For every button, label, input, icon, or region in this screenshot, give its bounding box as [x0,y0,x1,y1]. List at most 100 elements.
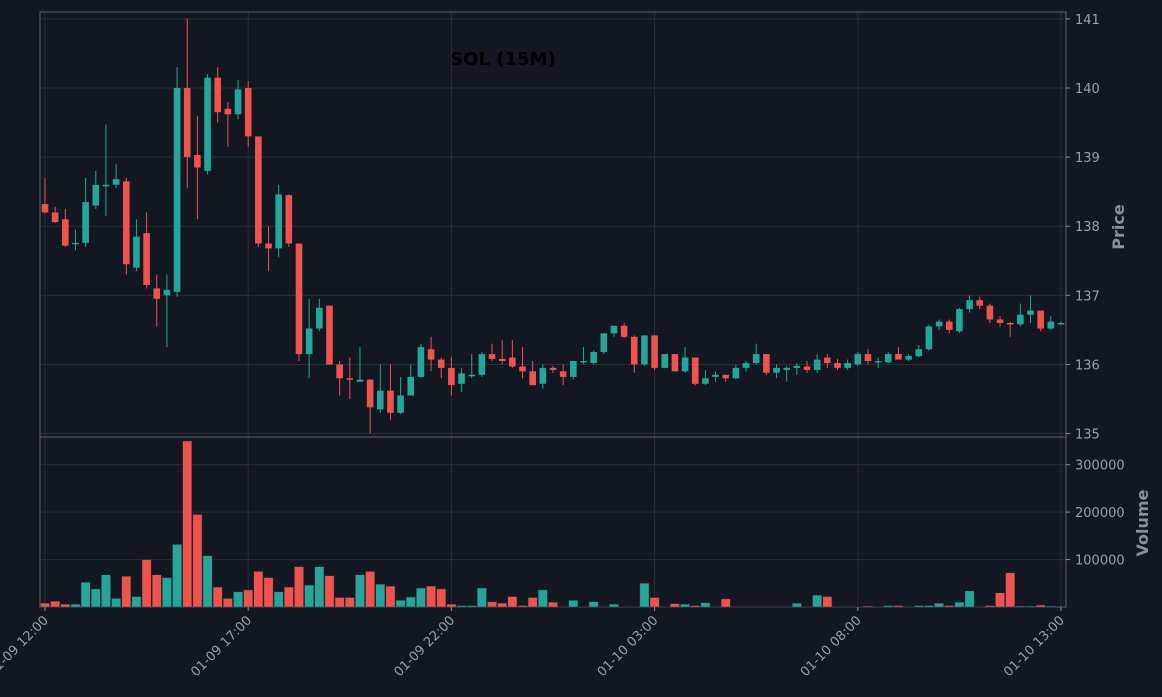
candle-body [519,366,526,372]
volume-bar [802,606,812,608]
x-tick-label: 01-09 12:00 [0,613,52,680]
candle-body [630,336,638,365]
candle-body [143,233,150,285]
volume-bar [426,585,436,608]
candle-body [570,360,577,377]
volume-bar [436,588,447,608]
volume-bar [842,606,853,608]
candle-body [41,204,49,213]
volume-bar [405,596,416,608]
price-tick-label: 141 [1075,13,1100,28]
volume-bar [355,574,365,608]
volume-bar [101,574,111,608]
volume-bar [588,601,599,608]
volume-axis: 100000 200000 300000 [1066,459,1125,569]
candle-body [305,328,313,355]
volume-bar [172,544,182,608]
volume-bar [558,606,569,608]
price-axis: 135 136 137 138 139 140 141 [1066,13,1100,443]
volume-bar [507,596,518,608]
volume-bar [761,606,772,608]
volume-bar [598,606,609,608]
candle-body [610,325,618,334]
candle-body [803,366,811,370]
volume-bar [1025,605,1036,608]
volume-bar [964,590,975,608]
volume-bar [202,555,213,608]
candle-body [884,354,892,363]
candle-body [72,242,79,245]
candle-body [620,325,628,337]
candle-body [356,379,364,382]
candle-body [316,307,323,329]
volume-bar [863,605,873,608]
candle-body [407,376,415,396]
volume-bar [852,606,863,608]
volume-bar [40,602,50,608]
candle-body [62,219,69,246]
volume-bar [446,603,457,608]
candle-body [498,358,506,361]
volume-bar [659,606,670,608]
volume-bar [578,606,589,608]
volume-bar [477,587,487,608]
volume-bar [568,600,579,608]
candle-body [824,357,831,364]
candle-body [905,356,912,360]
candle-body [1057,322,1065,325]
candle-body [681,357,689,372]
volume-bar [90,588,101,608]
volume-bar [111,598,121,608]
candle-body [112,179,120,185]
candle-body [691,357,699,384]
candle-body [376,390,384,410]
candle-body [773,367,780,373]
volume-bar [192,514,203,608]
candle-body [539,367,547,384]
price-tick-label: 135 [1075,428,1100,443]
price-tick-label: 136 [1075,358,1100,373]
volume-bar [639,583,650,608]
candle-body [204,77,211,171]
volume-bar [263,577,274,608]
volume-bar [791,602,802,608]
volume-bar [50,601,61,608]
candle-body [387,390,394,413]
candle-body [854,354,862,365]
candle-body [468,374,476,377]
volume-bar [385,585,396,608]
volume-bar [304,584,315,608]
price-tick-label: 139 [1075,151,1100,166]
candle-body [813,359,821,370]
volume-bar [649,597,660,608]
volume-bar [1045,605,1056,608]
candle-body [122,181,130,265]
volume-bar [629,606,640,608]
candle-body [752,354,760,364]
candle-body [275,194,282,249]
candle-body [427,349,435,360]
candle-body [915,349,923,357]
volume-bar [375,583,386,608]
candle-body [244,88,252,137]
candle-body [437,359,445,368]
candle-body [92,184,100,206]
candle-body [559,371,567,377]
candle-body [783,367,790,370]
candle-body [163,289,171,296]
candle-body [133,236,140,268]
volume-bar [223,598,233,608]
candle-body [214,77,222,113]
candle-body [945,321,953,330]
candle-body [285,195,293,244]
volume-bar [334,597,345,608]
candle-body [895,354,902,360]
candle-body [996,319,1004,323]
volume-bar [60,603,71,608]
volume-bar [80,582,91,608]
candle-body [1017,314,1024,325]
x-axis: 01-09 12:00 01-09 17:00 01-09 22:00 01-10 0… [0,607,1068,680]
volume-bar [619,606,629,608]
candle-body [173,88,181,292]
